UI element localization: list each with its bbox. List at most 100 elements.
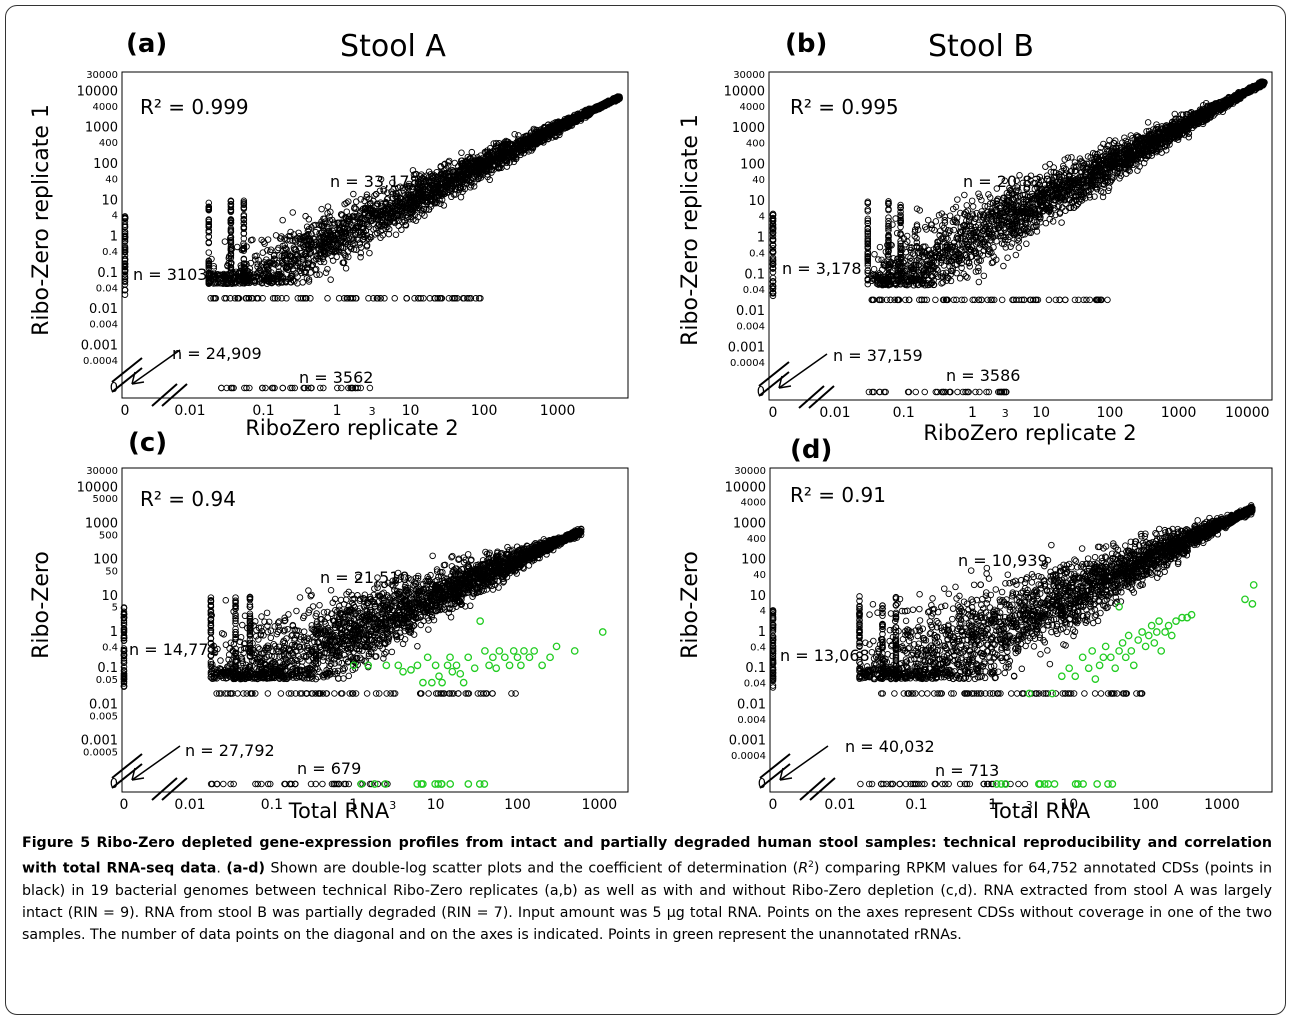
y-tick-label: 1000 [85,121,118,136]
point [366,384,374,392]
point [227,225,235,232]
point [121,248,129,255]
panel-a-count-x-axis: n = 3562 [299,368,373,387]
y-axis-break [111,357,143,383]
point [289,209,296,216]
point [371,192,378,199]
point [240,199,248,206]
origin-arrow [778,353,828,389]
x-tick-label: 100 [1097,405,1124,421]
point [121,256,129,263]
point [912,388,920,396]
point [458,149,465,156]
point [980,272,988,280]
panel-a-count-y-axis: n = 3103 [133,265,207,284]
panel-a-title: Stool A [340,29,446,64]
point [324,295,331,302]
x-tick-label: 10 [1032,405,1050,421]
panel-a-letter: (a) [126,29,167,59]
point [445,295,453,302]
point [240,213,248,220]
x-tick-label: 3 [369,405,376,418]
point [121,261,129,268]
point [121,244,129,252]
point [121,291,129,298]
point [1062,207,1069,214]
point [121,275,129,282]
y-tick-label: 0.004 [736,321,765,332]
point [921,388,928,396]
point [324,203,332,210]
point [322,269,330,276]
point [227,217,235,225]
y-tick-label: 100 [93,157,118,172]
point [954,388,961,396]
point [1015,244,1023,252]
point [299,279,306,286]
x-tick-label: 10 [402,403,420,419]
point [227,197,235,205]
x-tick-label: 1 [333,403,342,419]
point [511,130,518,138]
point [287,384,294,392]
point [240,205,248,213]
point [227,203,235,211]
annotated-cds-points [121,93,623,392]
panel-b-title: Stool B [928,29,1034,64]
panel-b-ylabel: Ribo-Zero replicate 1 [678,114,703,346]
point [1042,163,1049,170]
point [305,216,313,223]
y-tick-label: 100 [740,158,765,173]
panel-a-plot: 3000010000400010004001004010410.40.10.04… [77,70,629,419]
point [1004,254,1011,261]
x-axis-break [161,383,188,407]
panel-b-xlabel: RiboZero replicate 2 [923,421,1136,445]
point [381,295,388,302]
point [240,256,248,263]
point [318,205,325,213]
point [348,384,356,392]
y-tick-label: 0.001 [728,340,765,355]
point [440,202,448,209]
point [121,267,129,275]
panel-a-count-diagonal: n = 33,178 [330,172,420,191]
x-axis-break [151,383,178,407]
point [121,271,129,278]
point [121,218,129,225]
point [205,238,213,246]
point [357,249,365,257]
y-tick-label: 10000 [77,84,118,99]
point [885,214,892,221]
point [343,199,350,207]
point [978,196,985,204]
point [121,286,129,294]
panel-b-letter: (b) [785,29,827,59]
point [227,384,235,392]
point [515,132,522,139]
y-tick-label: 1 [757,231,765,246]
point [243,384,250,392]
origin-arrow [131,349,181,385]
point [274,246,281,254]
point [205,199,213,207]
point [352,384,359,392]
y-tick-label: 400 [746,139,765,150]
point [963,202,971,209]
y-tick-label: 0.004 [89,320,118,331]
y-tick-label: 10 [748,194,765,209]
y-tick-label: 30000 [86,70,118,81]
point [345,384,352,392]
point [1144,119,1152,126]
y-tick-label: 4000 [740,102,765,113]
point [304,384,312,392]
point [975,278,983,286]
x-tick-label: 0.01 [174,403,205,419]
y-tick-label: 40 [752,175,765,186]
panel-a-xlabel: RiboZero replicate 2 [245,416,458,440]
y-tick-label: 1000 [732,121,765,136]
point [1014,236,1021,243]
y-tick-label: 0.4 [102,247,118,258]
point [350,190,357,198]
point [451,159,459,167]
x-tick-label: 0 [121,403,130,419]
